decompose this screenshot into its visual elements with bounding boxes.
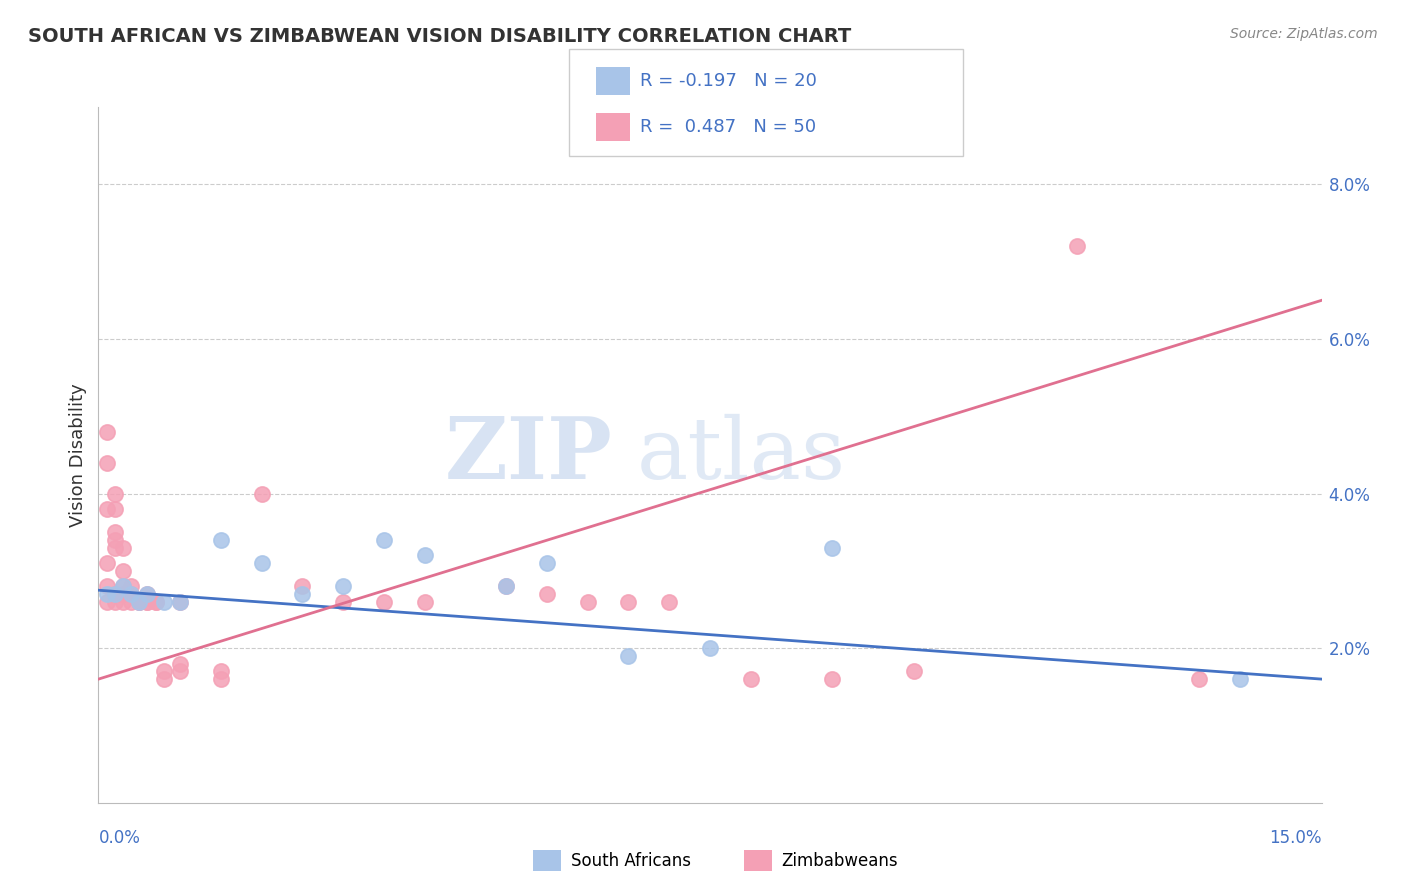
Point bbox=[120, 587, 142, 601]
Point bbox=[413, 595, 436, 609]
Point bbox=[111, 579, 134, 593]
Point bbox=[373, 595, 395, 609]
Text: 15.0%: 15.0% bbox=[1270, 830, 1322, 847]
Point bbox=[104, 533, 127, 547]
Point bbox=[1188, 672, 1211, 686]
Point bbox=[740, 672, 762, 686]
Point bbox=[169, 595, 191, 609]
Text: SOUTH AFRICAN VS ZIMBABWEAN VISION DISABILITY CORRELATION CHART: SOUTH AFRICAN VS ZIMBABWEAN VISION DISAB… bbox=[28, 27, 852, 45]
Point bbox=[152, 672, 174, 686]
Point bbox=[576, 595, 599, 609]
Point bbox=[250, 486, 273, 500]
Point bbox=[169, 657, 191, 671]
Point bbox=[111, 595, 134, 609]
Point bbox=[120, 579, 142, 593]
Point bbox=[152, 595, 174, 609]
Point bbox=[96, 502, 118, 516]
Point bbox=[209, 672, 232, 686]
Point bbox=[169, 665, 191, 679]
Point bbox=[495, 579, 517, 593]
Point bbox=[96, 425, 118, 439]
Point bbox=[136, 595, 159, 609]
Point bbox=[1066, 239, 1088, 253]
Point bbox=[104, 541, 127, 555]
Point bbox=[1229, 672, 1251, 686]
Point bbox=[413, 549, 436, 563]
Point bbox=[658, 595, 681, 609]
Point bbox=[821, 541, 844, 555]
Point bbox=[120, 595, 142, 609]
Point bbox=[536, 587, 558, 601]
Point bbox=[136, 587, 159, 601]
Point bbox=[495, 579, 517, 593]
Point bbox=[136, 587, 159, 601]
Text: atlas: atlas bbox=[637, 413, 846, 497]
Point bbox=[617, 595, 640, 609]
Text: R =  0.487   N = 50: R = 0.487 N = 50 bbox=[640, 118, 815, 136]
Text: South Africans: South Africans bbox=[571, 852, 690, 870]
Point bbox=[128, 595, 150, 609]
Point bbox=[96, 595, 118, 609]
Point bbox=[699, 641, 721, 656]
Point bbox=[104, 595, 127, 609]
Point bbox=[96, 556, 118, 570]
Point bbox=[145, 595, 167, 609]
Point bbox=[145, 595, 167, 609]
Point bbox=[111, 579, 134, 593]
Point bbox=[104, 587, 127, 601]
Point bbox=[291, 579, 314, 593]
Point bbox=[104, 486, 127, 500]
Point bbox=[128, 595, 150, 609]
Point bbox=[104, 587, 127, 601]
Point bbox=[291, 587, 314, 601]
Point bbox=[209, 665, 232, 679]
Point bbox=[209, 533, 232, 547]
Point bbox=[104, 525, 127, 540]
Point bbox=[111, 587, 134, 601]
Y-axis label: Vision Disability: Vision Disability bbox=[69, 383, 87, 527]
Text: ZIP: ZIP bbox=[444, 413, 612, 497]
Point bbox=[373, 533, 395, 547]
Point bbox=[111, 564, 134, 578]
Text: Source: ZipAtlas.com: Source: ZipAtlas.com bbox=[1230, 27, 1378, 41]
Point bbox=[332, 579, 354, 593]
Point bbox=[111, 541, 134, 555]
Point bbox=[169, 595, 191, 609]
Point bbox=[903, 665, 925, 679]
Point bbox=[120, 587, 142, 601]
Text: Zimbabweans: Zimbabweans bbox=[782, 852, 898, 870]
Point bbox=[96, 456, 118, 470]
Point bbox=[104, 502, 127, 516]
Point bbox=[136, 595, 159, 609]
Point bbox=[250, 556, 273, 570]
Point bbox=[617, 648, 640, 663]
Point bbox=[128, 595, 150, 609]
Point bbox=[96, 587, 118, 601]
Text: 0.0%: 0.0% bbox=[98, 830, 141, 847]
Point bbox=[536, 556, 558, 570]
Text: R = -0.197   N = 20: R = -0.197 N = 20 bbox=[640, 72, 817, 90]
Point bbox=[821, 672, 844, 686]
Point bbox=[152, 665, 174, 679]
Point bbox=[96, 579, 118, 593]
Point bbox=[332, 595, 354, 609]
